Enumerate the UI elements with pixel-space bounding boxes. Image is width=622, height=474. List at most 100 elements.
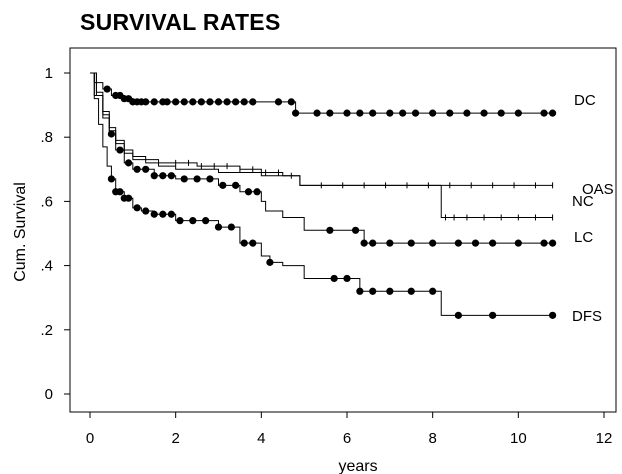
lc-curve <box>90 72 553 244</box>
dc-censor-mark <box>103 85 111 93</box>
dfs-censor-mark <box>150 210 158 218</box>
dfs-censor-mark <box>202 217 210 225</box>
x-tick-label: 8 <box>428 430 436 447</box>
lc-censor-mark <box>386 239 394 247</box>
oas-curve <box>90 72 553 186</box>
y-tick-label: 0 <box>45 386 53 403</box>
dfs-censor-mark <box>330 274 338 283</box>
y-tick-label: .6 <box>40 193 53 210</box>
lc-censor-mark <box>549 239 557 247</box>
chart-title: SURVIVAL RATES <box>80 9 281 35</box>
lc-censor-mark <box>232 181 240 189</box>
lc-censor-mark <box>369 239 377 247</box>
lc-censor-mark <box>219 181 227 189</box>
dc-censor-mark <box>480 109 488 117</box>
dc-censor-mark <box>514 109 522 117</box>
dc-censor-mark <box>214 98 223 106</box>
lc-censor-mark <box>253 188 261 196</box>
dc-censor-mark <box>292 109 300 117</box>
lc-censor-mark <box>193 175 201 183</box>
dc-censor-mark <box>429 109 437 117</box>
dc-censor-mark <box>142 98 150 106</box>
dc-censor-mark <box>150 98 158 106</box>
dc-censor-mark <box>326 109 334 117</box>
dc-censor-mark <box>287 98 295 106</box>
x-tick-label: 0 <box>86 430 94 447</box>
dc-censor-mark <box>313 109 321 117</box>
dfs-censor-mark <box>124 194 133 202</box>
lc-label: LC <box>574 229 593 246</box>
lc-censor-mark <box>116 146 124 154</box>
dfs-censor-mark <box>249 239 257 247</box>
y-tick-label: .2 <box>40 322 53 339</box>
lc-censor-mark <box>244 188 253 196</box>
dfs-curve <box>90 72 553 316</box>
y-tick-label: .8 <box>40 129 53 146</box>
dc-censor-mark <box>197 98 205 106</box>
dc-censor-mark <box>206 98 214 106</box>
x-axis-label: years <box>338 458 377 474</box>
oas-label: OAS <box>582 181 614 198</box>
dc-censor-mark <box>172 98 180 106</box>
survival-curves <box>90 72 553 316</box>
lc-censor-mark <box>514 239 522 247</box>
lc-censor-mark <box>351 226 360 234</box>
dfs-label: DFS <box>572 308 602 325</box>
lc-censor-mark <box>150 172 158 180</box>
dfs-censor-mark <box>266 258 274 266</box>
x-tick-label: 10 <box>510 430 527 447</box>
dfs-censor-mark <box>369 287 377 295</box>
x-tick-label: 6 <box>343 430 351 447</box>
dfs-censor-mark <box>167 210 175 218</box>
dfs-censor-mark <box>142 207 150 215</box>
nc-label: NC <box>572 193 594 210</box>
dc-censor-mark <box>540 109 548 117</box>
censor-markers <box>103 85 557 319</box>
lc-censor-mark <box>429 239 437 247</box>
plot-area-border <box>69 47 617 413</box>
dc-label: DC <box>574 92 596 109</box>
dc-censor-mark <box>180 98 188 106</box>
dfs-censor-mark <box>489 311 497 319</box>
x-tick-label: 4 <box>257 430 265 447</box>
dfs-censor-mark <box>116 188 124 196</box>
nc-curve <box>90 72 553 218</box>
dc-censor-mark <box>356 109 364 117</box>
lc-censor-mark <box>360 239 368 247</box>
y-tick-label: 1 <box>45 65 53 82</box>
dc-censor-mark <box>343 109 351 117</box>
y-tick-label: .4 <box>40 258 53 275</box>
lc-censor-mark <box>454 239 462 247</box>
lc-censor-mark <box>133 165 141 173</box>
dfs-censor-mark <box>454 311 462 319</box>
dc-censor-mark <box>549 109 557 117</box>
lc-censor-mark <box>159 172 167 180</box>
dc-censor-mark <box>232 98 240 106</box>
dc-censor-mark <box>386 109 394 117</box>
dc-censor-mark <box>274 98 283 106</box>
lc-censor-mark <box>471 239 480 247</box>
axes-frame <box>69 47 617 413</box>
dc-curve <box>90 72 553 114</box>
lc-censor-mark <box>167 172 175 180</box>
lc-censor-mark <box>180 175 188 183</box>
dc-censor-mark <box>240 98 248 106</box>
dfs-censor-mark <box>356 287 364 295</box>
dfs-censor-mark <box>386 287 394 295</box>
dfs-censor-mark <box>227 223 235 231</box>
lc-censor-mark <box>326 226 334 234</box>
dfs-censor-mark <box>240 239 248 247</box>
dfs-censor-mark <box>429 287 437 295</box>
dfs-censor-mark <box>214 223 223 231</box>
lc-censor-mark <box>124 159 133 167</box>
dc-censor-mark <box>463 109 471 117</box>
dfs-censor-mark <box>189 217 197 225</box>
dc-censor-mark <box>189 98 197 106</box>
tick-marks: 0 2 4 6 8 10 12 0 .2 .4 .6 .8 1 <box>40 65 612 447</box>
lc-censor-mark <box>540 239 548 247</box>
dc-censor-mark <box>399 109 407 117</box>
dc-censor-mark <box>497 109 505 117</box>
dc-censor-mark <box>249 98 257 106</box>
dc-censor-mark <box>223 98 231 106</box>
